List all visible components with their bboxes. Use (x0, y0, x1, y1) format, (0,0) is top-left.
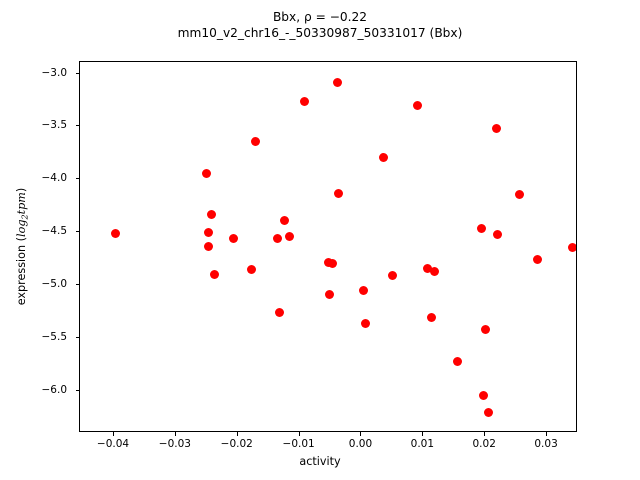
data-point (426, 312, 436, 322)
y-tick-label: −6.0 (41, 383, 68, 396)
plot-axes-frame (79, 61, 577, 432)
y-tick-mark (75, 72, 79, 74)
data-point (272, 234, 282, 244)
data-point (378, 153, 388, 163)
data-point (284, 231, 294, 241)
data-point (250, 137, 260, 147)
data-point (567, 242, 576, 252)
y-tick-mark (75, 178, 79, 180)
x-tick-label: −0.03 (158, 438, 191, 450)
x-tick-label: −0.04 (96, 438, 130, 450)
data-point (514, 190, 524, 200)
data-point (246, 264, 256, 274)
chart-title-line1: Bbx, ρ = −0.22 (272, 10, 368, 24)
chart-title-line2: mm10_v2_chr16_-_50330987_50331017 (Bbx) (177, 26, 463, 41)
y-tick-label: −3.0 (41, 66, 68, 79)
x-tick-label: 0.00 (348, 438, 373, 450)
data-point (334, 189, 344, 199)
x-tick-mark (484, 432, 486, 436)
data-point (453, 357, 463, 367)
data-point (209, 269, 219, 279)
data-point (275, 308, 285, 318)
data-point (476, 224, 486, 234)
data-point (478, 391, 488, 401)
y-tick-mark (75, 231, 79, 233)
y-tick-mark (75, 389, 79, 391)
data-point (280, 216, 290, 226)
data-point (325, 289, 335, 299)
y-tick-label: −5.5 (41, 330, 68, 343)
data-point (422, 263, 432, 273)
y-tick-label: −4.0 (41, 172, 68, 185)
y-tick-label: −4.5 (41, 225, 68, 238)
data-point (206, 209, 216, 219)
data-point (332, 78, 342, 88)
y-tick-mark (75, 336, 79, 338)
x-tick-mark (546, 432, 548, 436)
data-point (484, 408, 494, 418)
data-point (491, 124, 501, 134)
data-point (358, 286, 368, 296)
data-point (412, 101, 422, 111)
x-tick-mark (236, 432, 238, 436)
y-tick-mark (75, 284, 79, 286)
x-tick-mark (298, 432, 300, 436)
data-point (111, 229, 121, 239)
y-tick-mark (75, 125, 79, 127)
x-tick-mark (360, 432, 362, 436)
x-tick-mark (113, 432, 115, 436)
data-point (481, 324, 491, 334)
y-tick-label: −3.5 (41, 119, 68, 132)
data-point (201, 169, 211, 179)
x-tick-label: 0.01 (410, 438, 435, 450)
data-point (533, 254, 543, 264)
x-axis-label: activity (299, 455, 341, 468)
data-point (203, 227, 213, 237)
data-point (493, 229, 503, 239)
x-tick-mark (422, 432, 424, 436)
data-points-layer (80, 62, 576, 431)
data-point (429, 267, 439, 277)
data-point (228, 234, 238, 244)
x-tick-label: 0.03 (534, 438, 558, 450)
x-tick-label: −0.02 (220, 438, 253, 450)
data-point (204, 242, 214, 252)
chart-title: Bbx, ρ = −0.22 mm10_v2_chr16_-_50330987_… (0, 9, 640, 41)
x-tick-label: −0.01 (282, 438, 315, 450)
data-point (360, 319, 370, 329)
data-point (327, 258, 337, 268)
y-axis-label: expression (log2tpm) (15, 187, 30, 306)
y-tick-label: −5.0 (41, 278, 68, 291)
x-tick-mark (174, 432, 176, 436)
data-point (300, 96, 310, 106)
x-tick-label: 0.02 (472, 438, 496, 450)
data-point (387, 270, 397, 280)
